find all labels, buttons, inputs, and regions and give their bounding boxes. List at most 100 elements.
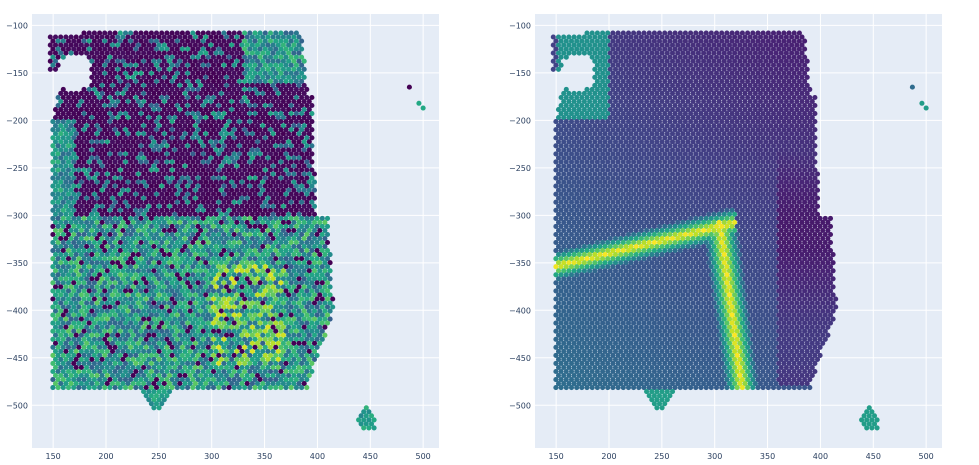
data-point — [128, 46, 134, 52]
data-point — [226, 86, 232, 92]
data-point — [296, 98, 302, 105]
data-point — [130, 42, 136, 48]
data-point — [97, 38, 103, 44]
data-point — [177, 66, 183, 72]
data-point — [97, 86, 103, 92]
data-point — [198, 66, 204, 72]
data-point — [151, 405, 157, 411]
data-point — [291, 90, 297, 96]
data-point — [221, 94, 227, 101]
data-point — [94, 34, 100, 40]
y-tick-label: −100 — [6, 21, 28, 30]
x-tick-label: 300 — [204, 452, 219, 461]
data-point — [166, 34, 173, 40]
data-point — [128, 38, 134, 44]
data-point — [156, 74, 162, 80]
data-point — [169, 30, 175, 36]
data-point — [223, 34, 230, 40]
data-point — [275, 50, 281, 56]
data-point — [270, 34, 276, 40]
data-point — [185, 94, 191, 101]
data-point — [218, 42, 224, 48]
data-point — [128, 86, 134, 92]
data-point — [273, 30, 279, 36]
data-point — [221, 385, 227, 391]
data-point — [231, 46, 237, 52]
data-point — [166, 74, 173, 80]
data-point — [107, 70, 113, 76]
data-point — [60, 54, 66, 60]
data-point — [81, 38, 87, 44]
data-point — [146, 34, 152, 40]
data-point — [164, 86, 170, 92]
data-point — [138, 46, 144, 52]
data-point — [143, 54, 149, 60]
data-point — [89, 58, 95, 64]
data-point — [86, 30, 92, 36]
data-point — [68, 42, 74, 48]
data-point — [146, 42, 152, 48]
data-point — [97, 62, 103, 68]
data-point — [169, 62, 175, 68]
data-point — [231, 70, 237, 76]
data-point — [223, 98, 230, 105]
data-point — [291, 98, 297, 105]
data-point — [55, 102, 61, 109]
y-tick-label: −350 — [6, 259, 28, 268]
data-point — [91, 54, 97, 60]
data-point — [115, 34, 121, 40]
data-point — [107, 78, 113, 84]
data-point — [301, 98, 307, 105]
data-point — [262, 62, 268, 68]
data-point — [182, 58, 188, 64]
data-point — [159, 38, 165, 44]
data-point — [208, 58, 214, 64]
data-point — [187, 58, 193, 64]
data-point — [288, 38, 294, 44]
data-point — [286, 90, 292, 96]
data-point — [65, 38, 72, 44]
data-point — [109, 50, 116, 56]
data-point — [270, 82, 276, 88]
data-point — [182, 74, 188, 80]
data-point — [208, 34, 214, 40]
data-point — [286, 58, 292, 64]
data-point — [135, 82, 141, 88]
data-point — [296, 42, 302, 48]
data-point — [133, 94, 139, 101]
data-point — [265, 34, 271, 40]
data-point — [301, 66, 307, 72]
data-point — [236, 78, 242, 84]
data-point — [55, 46, 61, 52]
data-point — [249, 66, 255, 72]
data-point — [91, 70, 97, 76]
data-point — [161, 50, 167, 56]
data-point — [221, 86, 227, 92]
data-point — [143, 62, 149, 68]
data-point — [239, 82, 245, 88]
data-point — [218, 74, 224, 80]
data-point — [169, 86, 175, 92]
data-point — [166, 66, 173, 72]
data-point — [195, 70, 201, 76]
data-point — [128, 385, 134, 391]
data-point — [203, 74, 209, 80]
data-point — [275, 34, 281, 40]
data-point — [260, 90, 266, 96]
data-point — [293, 46, 299, 52]
data-point — [174, 94, 180, 101]
data-point — [169, 38, 175, 44]
data-point — [216, 30, 222, 36]
data-point — [208, 82, 214, 88]
data-point — [151, 74, 157, 80]
data-point — [262, 46, 268, 52]
data-point — [63, 90, 69, 96]
data-point — [179, 70, 185, 76]
data-point — [52, 42, 59, 48]
data-point — [283, 54, 289, 60]
data-point — [218, 58, 224, 64]
data-point — [174, 70, 180, 76]
data-point — [112, 102, 118, 109]
data-point — [172, 82, 178, 88]
data-point — [99, 82, 105, 88]
